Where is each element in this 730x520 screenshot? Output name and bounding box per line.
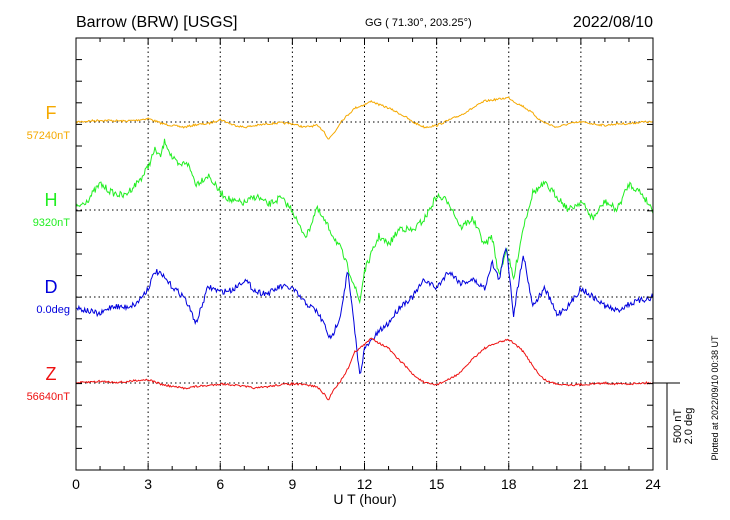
series-line-d [75, 247, 654, 375]
date-label: 2022/08/10 [573, 14, 653, 31]
x-tick-label-15: 15 [429, 476, 445, 492]
x-axis-label: U T (hour) [333, 491, 396, 507]
series-baseline-f: 57240nT [27, 130, 71, 142]
series-name-d: D [45, 277, 58, 297]
series-name-f: F [46, 103, 57, 123]
series-line-z [75, 337, 654, 401]
scale-bar-deg-label: 2.0 deg [683, 408, 695, 445]
plotted-timestamp: Plotted at 2022/09/10 00:38 UT [710, 335, 720, 461]
x-tick-label-6: 6 [216, 476, 224, 492]
series-name-h: H [45, 190, 58, 210]
series-baseline-z: 56640nT [27, 391, 71, 403]
station-title: Barrow (BRW) [USGS] [76, 14, 238, 31]
x-tick-label-21: 21 [573, 476, 589, 492]
x-tick-label-24: 24 [645, 476, 661, 492]
series-labels: F 57240nT H 9320nT D 0.0deg Z 56640nT [27, 103, 71, 403]
grid [147, 38, 582, 470]
scale-bar-nt-label: 500 nT [672, 409, 684, 444]
baselines [76, 121, 653, 384]
series-name-z: Z [46, 364, 57, 384]
x-tick-label-9: 9 [288, 476, 296, 492]
series-baseline-d: 0.0deg [36, 304, 70, 316]
x-tick-label-3: 3 [144, 476, 152, 492]
series-baseline-h: 9320nT [33, 217, 71, 229]
x-tick-label-12: 12 [357, 476, 373, 492]
axis-ticks: 0 3 6 9 12 15 18 21 24 [72, 38, 661, 492]
scale-bar: 500 nT 2.0 deg [653, 382, 695, 470]
x-tick-label-0: 0 [72, 476, 80, 492]
series-lines [75, 96, 654, 401]
x-tick-label-18: 18 [501, 476, 517, 492]
series-line-h [75, 138, 654, 305]
series-line-f [75, 96, 654, 140]
coordinates-label: GG ( 71.30°, 203.25°) [365, 17, 472, 29]
